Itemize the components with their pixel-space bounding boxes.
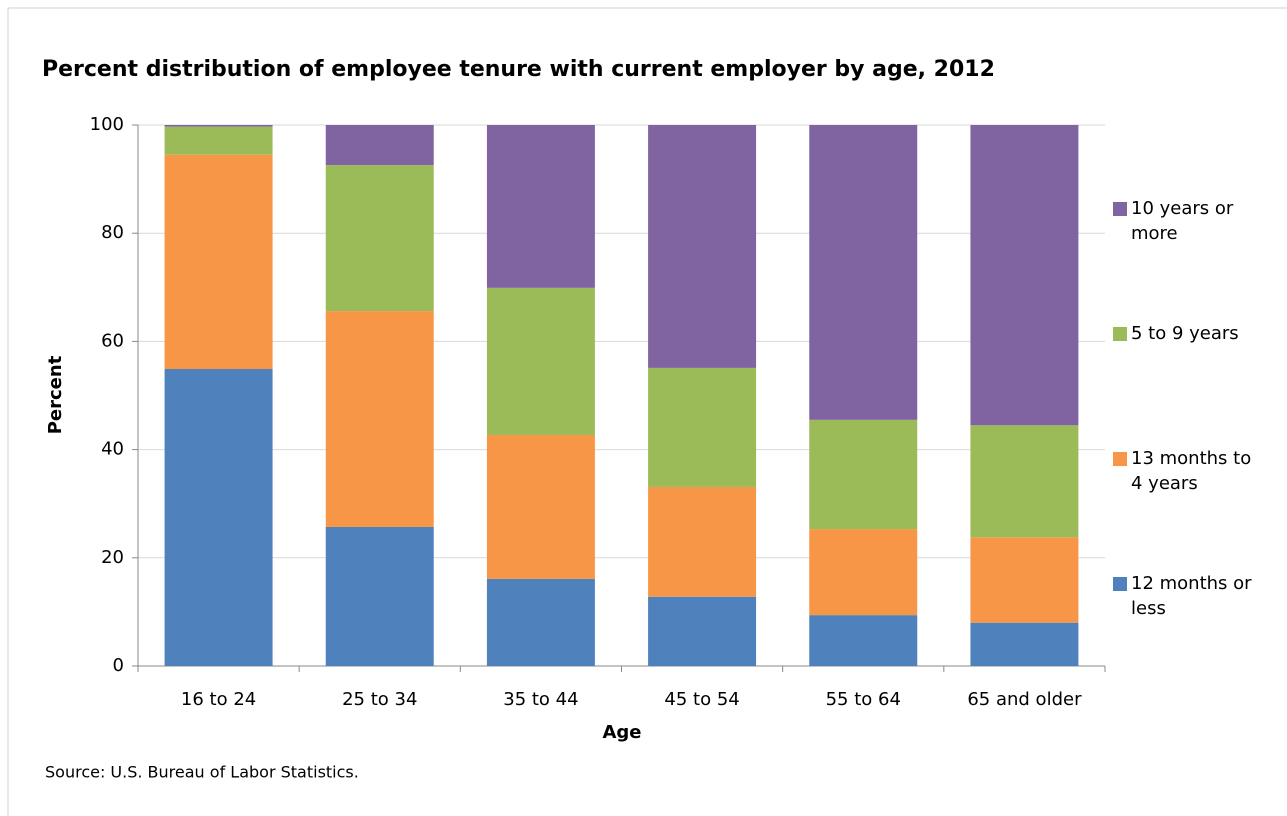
- bar-segment: [486, 578, 595, 666]
- bar-segment: [164, 125, 273, 127]
- bar-segment: [809, 615, 918, 666]
- y-tick-label: 20: [101, 547, 124, 568]
- bar-segment: [809, 529, 918, 616]
- bar-segment: [648, 486, 757, 597]
- x-tick-label: 25 to 34: [342, 689, 417, 710]
- bar-segment: [970, 425, 1079, 538]
- legend-swatch: [1113, 202, 1127, 216]
- x-tick-label: 35 to 44: [503, 689, 578, 710]
- x-tick-label: 16 to 24: [181, 689, 256, 710]
- y-tick-label: 40: [101, 439, 124, 460]
- chart-title: Percent distribution of employee tenure …: [42, 57, 995, 82]
- legend-label: 10 years or more: [1131, 198, 1234, 244]
- legend-label: 5 to 9 years: [1131, 323, 1239, 344]
- bar-segment: [648, 125, 757, 368]
- bar-segment: [648, 596, 757, 666]
- y-tick-label: 100: [90, 114, 124, 135]
- source: Source: U.S. Bureau of Labor Statistics.: [45, 763, 359, 782]
- bar-segment: [164, 368, 273, 666]
- bar-segment: [325, 165, 434, 312]
- y-tick-label: 60: [101, 330, 124, 351]
- x-tick-label: 65 and older: [967, 689, 1082, 710]
- legend-label: 12 months or less: [1131, 573, 1252, 619]
- bar-segment: [325, 125, 434, 166]
- bar-segment: [164, 154, 273, 369]
- x-tick-label: 45 to 54: [664, 689, 739, 710]
- bar-segment: [486, 434, 595, 579]
- bar-segment: [970, 125, 1079, 426]
- y-tick-label: 0: [113, 655, 124, 676]
- x-axis-label: Age: [602, 722, 641, 743]
- bar-segment: [486, 125, 595, 288]
- legend-label: 13 months to 4 years: [1131, 448, 1252, 494]
- y-tick-label: 80: [101, 222, 124, 243]
- bar-segment: [809, 125, 918, 420]
- bar-segment: [970, 537, 1079, 623]
- legend-swatch: [1113, 452, 1127, 466]
- bar-segment: [164, 126, 273, 155]
- legend-swatch: [1113, 577, 1127, 591]
- legend-swatch: [1113, 327, 1127, 341]
- y-axis-label: Percent: [45, 355, 66, 434]
- bar-segment: [648, 367, 757, 487]
- x-tick-label: 55 to 64: [826, 689, 901, 710]
- bar-segment: [486, 287, 595, 435]
- bar-segment: [325, 311, 434, 527]
- bar-segment: [325, 526, 434, 666]
- bar-segment: [809, 419, 918, 530]
- bar-segment: [970, 622, 1079, 666]
